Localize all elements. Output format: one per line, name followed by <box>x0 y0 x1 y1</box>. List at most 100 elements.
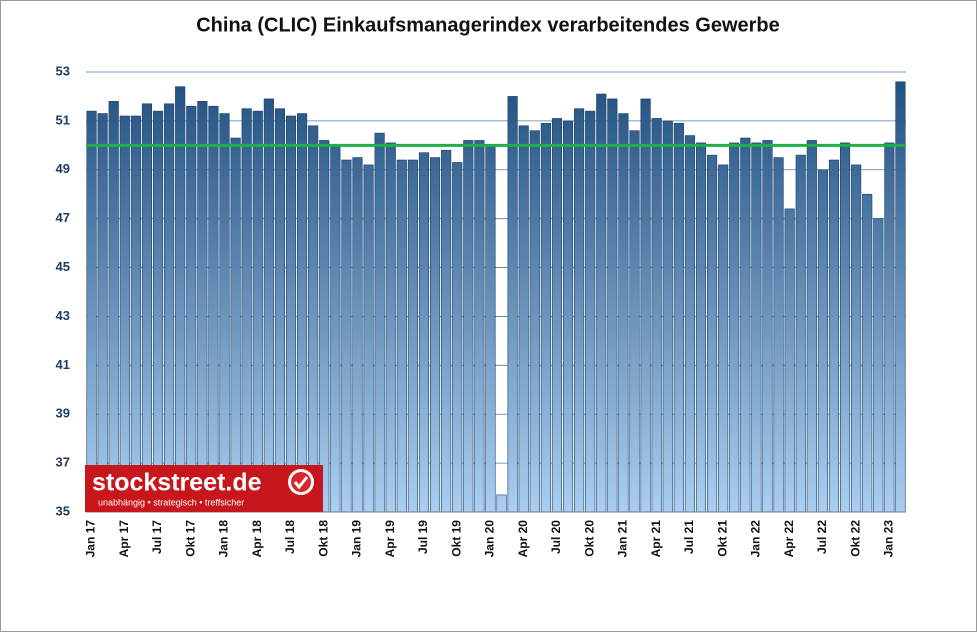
bar <box>629 130 640 513</box>
y-tick-label: 43 <box>56 308 70 323</box>
bar <box>551 118 563 513</box>
bar <box>230 137 241 513</box>
bar <box>839 142 851 513</box>
bar <box>374 132 385 513</box>
x-tick-label: Jan 19 <box>350 520 364 558</box>
x-tick-label: Apr 18 <box>250 520 264 558</box>
bar <box>175 86 186 513</box>
bar <box>429 157 441 513</box>
bar <box>252 110 263 513</box>
x-tick-label: Jul 20 <box>549 520 563 554</box>
bar <box>285 115 297 513</box>
x-tick-label: Okt 22 <box>848 520 862 557</box>
bar <box>496 494 507 513</box>
x-tick-label: Jul 21 <box>682 520 696 554</box>
x-tick-label: Okt 20 <box>582 520 596 557</box>
y-tick-label: 35 <box>56 503 70 518</box>
bar <box>784 208 795 513</box>
bar <box>751 142 762 513</box>
bar <box>562 120 574 513</box>
y-tick-label: 47 <box>56 210 70 225</box>
bar <box>396 159 407 513</box>
x-tick-label: Okt 17 <box>183 520 197 557</box>
bar <box>817 169 828 513</box>
bar <box>806 140 817 513</box>
bar <box>219 113 230 513</box>
bar <box>274 108 285 513</box>
bar <box>341 159 352 513</box>
y-tick-label: 51 <box>56 112 70 127</box>
bar <box>119 115 130 513</box>
bar <box>673 123 684 513</box>
bar <box>684 135 695 513</box>
x-tick-label: Okt 21 <box>715 520 729 557</box>
bar <box>651 118 662 513</box>
bar <box>529 130 540 513</box>
bar <box>352 157 363 513</box>
bar <box>130 115 141 513</box>
bar <box>186 105 197 513</box>
x-tick-label: Jan 22 <box>749 520 763 558</box>
bar <box>441 149 452 513</box>
bar <box>108 101 119 513</box>
bar <box>86 110 97 513</box>
x-tick-label: Jul 22 <box>815 520 829 554</box>
bar <box>873 218 884 513</box>
bar <box>618 113 629 513</box>
x-tick-label: Apr 17 <box>117 520 131 558</box>
bar <box>884 142 895 513</box>
logo-check <box>293 476 309 490</box>
x-tick-label: Jan 23 <box>882 520 896 558</box>
bar <box>740 137 751 513</box>
bar <box>407 159 418 513</box>
x-tick-label: Jan 17 <box>84 520 98 558</box>
bar <box>851 164 862 513</box>
bar <box>585 110 596 513</box>
logo-icon <box>291 472 311 492</box>
bar <box>97 113 108 513</box>
bar <box>662 120 673 513</box>
bar <box>385 142 396 513</box>
bar <box>518 125 529 513</box>
bar <box>695 142 707 513</box>
bar <box>297 113 308 513</box>
x-tick-label: Okt 19 <box>449 520 463 557</box>
x-tick-label: Jul 18 <box>283 520 297 554</box>
x-tick-label: Jul 17 <box>150 520 164 554</box>
bar <box>596 93 607 513</box>
x-tick-label: Apr 20 <box>516 520 530 558</box>
bar <box>152 110 164 513</box>
x-tick-label: Jul 19 <box>416 520 430 554</box>
bar <box>330 145 341 513</box>
bar <box>707 154 718 513</box>
x-tick-label: Apr 22 <box>782 520 796 558</box>
bar <box>463 140 474 513</box>
bar <box>208 105 219 513</box>
x-tick-label: Okt 18 <box>316 520 330 557</box>
y-tick-label: 49 <box>56 161 70 176</box>
bar <box>263 98 274 513</box>
bar <box>507 96 518 513</box>
bar <box>795 154 806 513</box>
y-tick-label: 41 <box>56 357 70 372</box>
bar <box>640 98 651 513</box>
bar <box>164 103 175 513</box>
bar <box>197 101 208 513</box>
bar <box>485 145 496 513</box>
logo-name: stockstreet.de <box>92 469 262 497</box>
bar <box>319 140 330 513</box>
y-tick-label: 45 <box>56 259 70 274</box>
logo-box <box>85 465 323 512</box>
chart-title: China (CLIC) Einkaufsmanagerindex verarb… <box>196 14 780 36</box>
bar <box>418 152 430 513</box>
bar <box>729 142 740 513</box>
bar <box>452 162 463 513</box>
y-tick-label: 53 <box>56 63 70 78</box>
bar <box>363 164 374 513</box>
bar <box>241 108 252 513</box>
bar <box>718 164 729 513</box>
bar <box>308 125 319 513</box>
bar <box>607 98 618 513</box>
bar <box>762 140 773 513</box>
